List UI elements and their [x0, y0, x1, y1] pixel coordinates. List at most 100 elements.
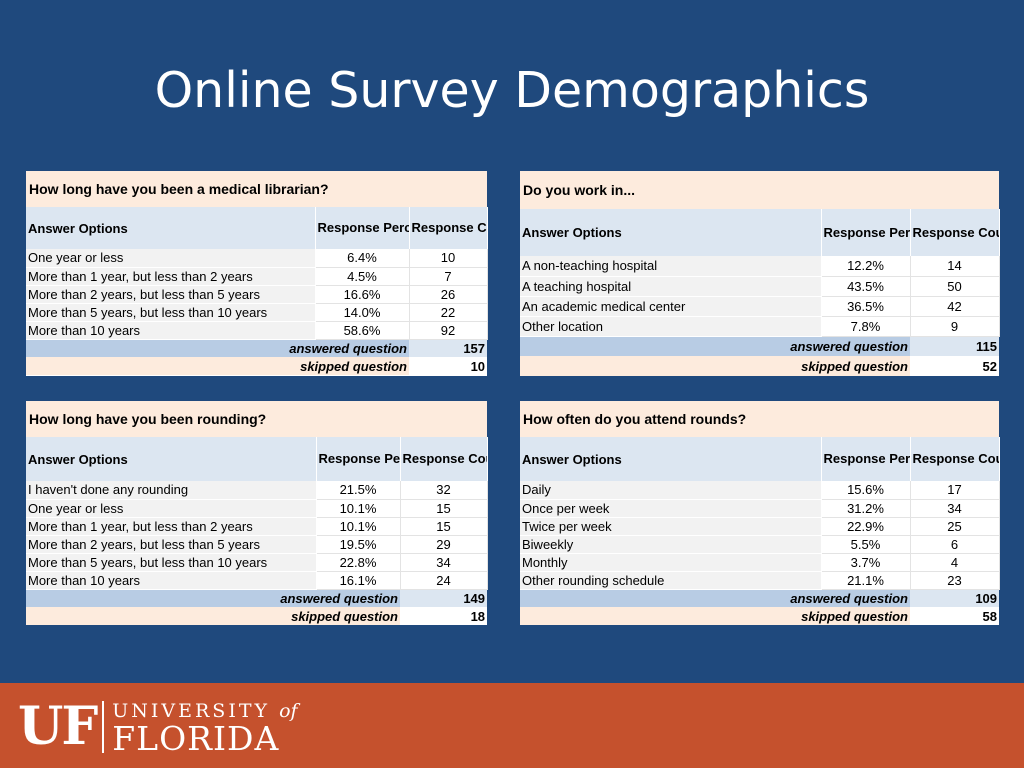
- skipped-question-value: 18: [400, 607, 488, 625]
- answer-label: Other rounding schedule: [520, 571, 822, 590]
- answer-label: A non-teaching hospital: [520, 256, 822, 277]
- logo-of: of: [279, 699, 298, 722]
- survey-table-rounds-frequency: How often do you attend rounds? Answer O…: [520, 401, 1000, 625]
- answered-question-label: answered question: [26, 589, 400, 607]
- answered-question-value: 157: [409, 339, 488, 357]
- skipped-question-value: 58: [910, 607, 1000, 625]
- uf-logo: UF UNIVERSITY of FLORIDA: [18, 699, 298, 755]
- answered-question-value: 115: [910, 336, 1000, 356]
- table-row: One year or less 10.1% 15: [26, 499, 488, 518]
- table-row: More than 5 years, but less than 10 year…: [26, 303, 488, 322]
- answer-label: Daily: [520, 481, 822, 500]
- table-row: More than 10 years 16.1% 24: [26, 571, 488, 590]
- survey-table: Do you work in... Answer Options Respons…: [520, 171, 1000, 376]
- slide-title: Online Survey Demographics: [154, 62, 870, 119]
- answer-label: More than 2 years, but less than 5 years: [26, 535, 317, 554]
- response-count: 15: [400, 517, 488, 536]
- answer-label: Twice per week: [520, 517, 822, 536]
- table-row: More than 2 years, but less than 5 years…: [26, 285, 488, 304]
- table-row: A teaching hospital 43.5% 50: [520, 276, 1000, 297]
- table-row: More than 1 year, but less than 2 years …: [26, 517, 488, 536]
- answer-label: Biweekly: [520, 535, 822, 554]
- response-count: 29: [400, 535, 488, 554]
- logo-divider: [102, 701, 105, 753]
- answer-label: Once per week: [520, 499, 822, 518]
- table-row: One year or less 6.4% 10: [26, 249, 488, 268]
- table-row: Daily 15.6% 17: [520, 481, 1000, 500]
- response-count: 92: [409, 321, 488, 340]
- answer-label: One year or less: [26, 499, 317, 518]
- answer-label: Other location: [520, 316, 822, 337]
- response-percent: 15.6%: [821, 481, 911, 500]
- response-percent: 10.1%: [316, 517, 401, 536]
- response-percent: 36.5%: [821, 296, 911, 317]
- response-percent: 22.8%: [316, 553, 401, 572]
- response-count: 26: [409, 285, 488, 304]
- response-count: 6: [910, 535, 1000, 554]
- question-text: How often do you attend rounds?: [520, 401, 1000, 437]
- response-count: 34: [910, 499, 1000, 518]
- answer-label: More than 1 year, but less than 2 years: [26, 267, 316, 286]
- table-row: Other rounding schedule 21.1% 23: [520, 571, 1000, 590]
- answer-label: More than 2 years, but less than 5 years: [26, 285, 316, 304]
- response-count: 24: [400, 571, 488, 590]
- logo-wordmark: UNIVERSITY of FLORIDA: [112, 699, 297, 755]
- table-row: Other location 7.8% 9: [520, 316, 1000, 337]
- header-response-count: Response Count: [910, 437, 1000, 481]
- answer-label: More than 5 years, but less than 10 year…: [26, 553, 317, 572]
- response-count: 15: [400, 499, 488, 518]
- answer-label: One year or less: [26, 249, 316, 268]
- header-answer-options: Answer Options: [520, 437, 822, 481]
- answered-question-label: answered question: [520, 589, 910, 607]
- response-count: 7: [409, 267, 488, 286]
- footer-band: UF UNIVERSITY of FLORIDA: [0, 683, 1024, 768]
- answered-question-label: answered question: [26, 339, 409, 357]
- skipped-question-value: 10: [409, 357, 488, 375]
- header-response-percent: Response Percent: [821, 209, 911, 256]
- logo-university: UNIVERSITY: [112, 699, 271, 722]
- answer-label: A teaching hospital: [520, 276, 822, 297]
- response-count: 34: [400, 553, 488, 572]
- response-count: 14: [910, 256, 1000, 277]
- question-text: Do you work in...: [520, 171, 1000, 209]
- answer-label: More than 5 years, but less than 10 year…: [26, 303, 316, 322]
- question-text: How long have you been a medical librari…: [26, 171, 488, 207]
- response-percent: 4.5%: [315, 267, 410, 286]
- header-response-count: Response Count: [400, 437, 488, 481]
- response-percent: 31.2%: [821, 499, 911, 518]
- response-percent: 21.1%: [821, 571, 911, 590]
- header-answer-options: Answer Options: [26, 207, 316, 249]
- header-response-percent: Response Percent: [821, 437, 911, 481]
- response-count: 25: [910, 517, 1000, 536]
- response-percent: 12.2%: [821, 256, 911, 277]
- survey-table: How long have you been a medical librari…: [26, 171, 488, 375]
- response-count: 50: [910, 276, 1000, 297]
- response-percent: 7.8%: [821, 316, 911, 337]
- logo-florida: FLORIDA: [112, 718, 280, 758]
- survey-table-rounding-duration: How long have you been rounding? Answer …: [26, 401, 488, 625]
- table-row: More than 1 year, but less than 2 years …: [26, 267, 488, 286]
- response-percent: 43.5%: [821, 276, 911, 297]
- skipped-question-label: skipped question: [520, 356, 910, 376]
- response-count: 10: [409, 249, 488, 268]
- response-percent: 3.7%: [821, 553, 911, 572]
- response-percent: 14.0%: [315, 303, 410, 322]
- response-percent: 19.5%: [316, 535, 401, 554]
- answer-label: Monthly: [520, 553, 822, 572]
- table-row: More than 10 years 58.6% 92: [26, 321, 488, 340]
- skipped-question-label: skipped question: [26, 357, 409, 375]
- answered-question-label: answered question: [520, 336, 910, 356]
- response-percent: 58.6%: [315, 321, 410, 340]
- response-count: 32: [400, 481, 488, 500]
- table-row: A non-teaching hospital 12.2% 14: [520, 256, 1000, 277]
- response-percent: 6.4%: [315, 249, 410, 268]
- header-response-count: Response Count: [409, 207, 488, 249]
- skipped-question-label: skipped question: [26, 607, 400, 625]
- response-percent: 10.1%: [316, 499, 401, 518]
- answered-question-value: 149: [400, 589, 488, 607]
- question-text: How long have you been rounding?: [26, 401, 488, 437]
- answer-label: An academic medical center: [520, 296, 822, 317]
- header-response-percent: Response Percent: [315, 207, 410, 249]
- table-row: Biweekly 5.5% 6: [520, 535, 1000, 554]
- answer-label: I haven't done any rounding: [26, 481, 317, 500]
